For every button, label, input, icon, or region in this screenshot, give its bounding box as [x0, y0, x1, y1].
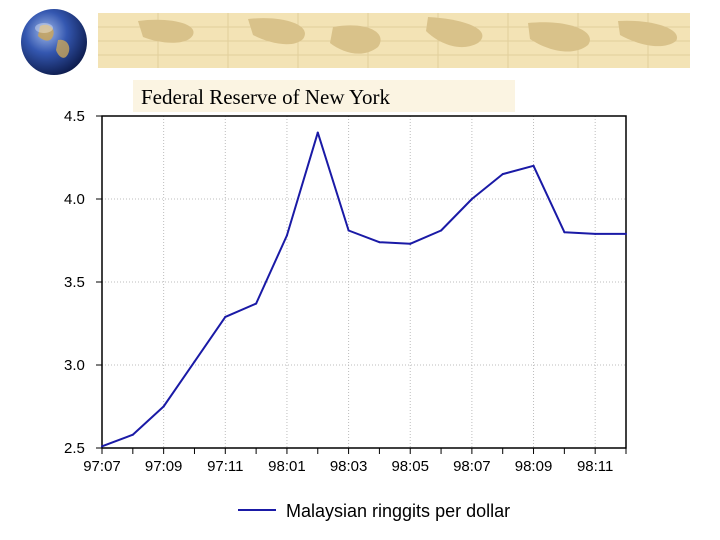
source-label: Federal Reserve of New York [133, 80, 515, 112]
x-tick-label: 97:11 [207, 458, 243, 475]
y-tick-label: 4.0 [64, 191, 85, 208]
grid-lines [102, 115, 626, 449]
x-tick-label: 98:07 [453, 458, 491, 475]
x-axis: 97:07 97:09 97:11 98:01 98:03 98:05 98:07 98:09… [83, 448, 627, 475]
x-tick-label: 97:07 [83, 458, 121, 475]
x-tick-label: 98:03 [330, 458, 368, 475]
world-map-banner [98, 13, 690, 68]
data-point [440, 229, 443, 232]
y-tick-label: 3.5 [64, 274, 85, 291]
data-point [255, 302, 258, 305]
data-point [501, 173, 504, 176]
data-point [378, 241, 381, 244]
series-line [101, 131, 626, 448]
legend-label: Malaysian ringgits per dollar [286, 501, 510, 521]
y-axis: 2.5 3.0 3.5 4.0 4.5 [64, 108, 102, 457]
x-tick-label: 98:01 [268, 458, 306, 475]
x-tick-label: 98:09 [515, 458, 553, 475]
data-point [131, 433, 134, 436]
data-point [532, 164, 535, 167]
globe-icon [21, 9, 87, 75]
x-tick-label: 98:05 [391, 458, 429, 475]
y-tick-label: 2.5 [64, 440, 85, 457]
x-tick-label: 97:09 [145, 458, 183, 475]
data-point [285, 234, 288, 237]
data-point [594, 232, 597, 235]
data-point [347, 229, 350, 232]
data-point [101, 445, 103, 448]
series-layer [101, 131, 627, 448]
data-point [409, 242, 412, 245]
legend: Malaysian ringgits per dollar [238, 501, 510, 521]
data-point [224, 315, 227, 318]
data-point [316, 131, 319, 134]
data-point [193, 360, 196, 363]
y-tick-label: 4.5 [64, 108, 85, 125]
x-tick-label: 98:11 [577, 458, 613, 475]
y-tick-label: 3.0 [64, 357, 85, 374]
data-point [625, 232, 627, 235]
data-point [563, 231, 566, 234]
data-point [470, 198, 473, 200]
data-point [162, 405, 165, 408]
